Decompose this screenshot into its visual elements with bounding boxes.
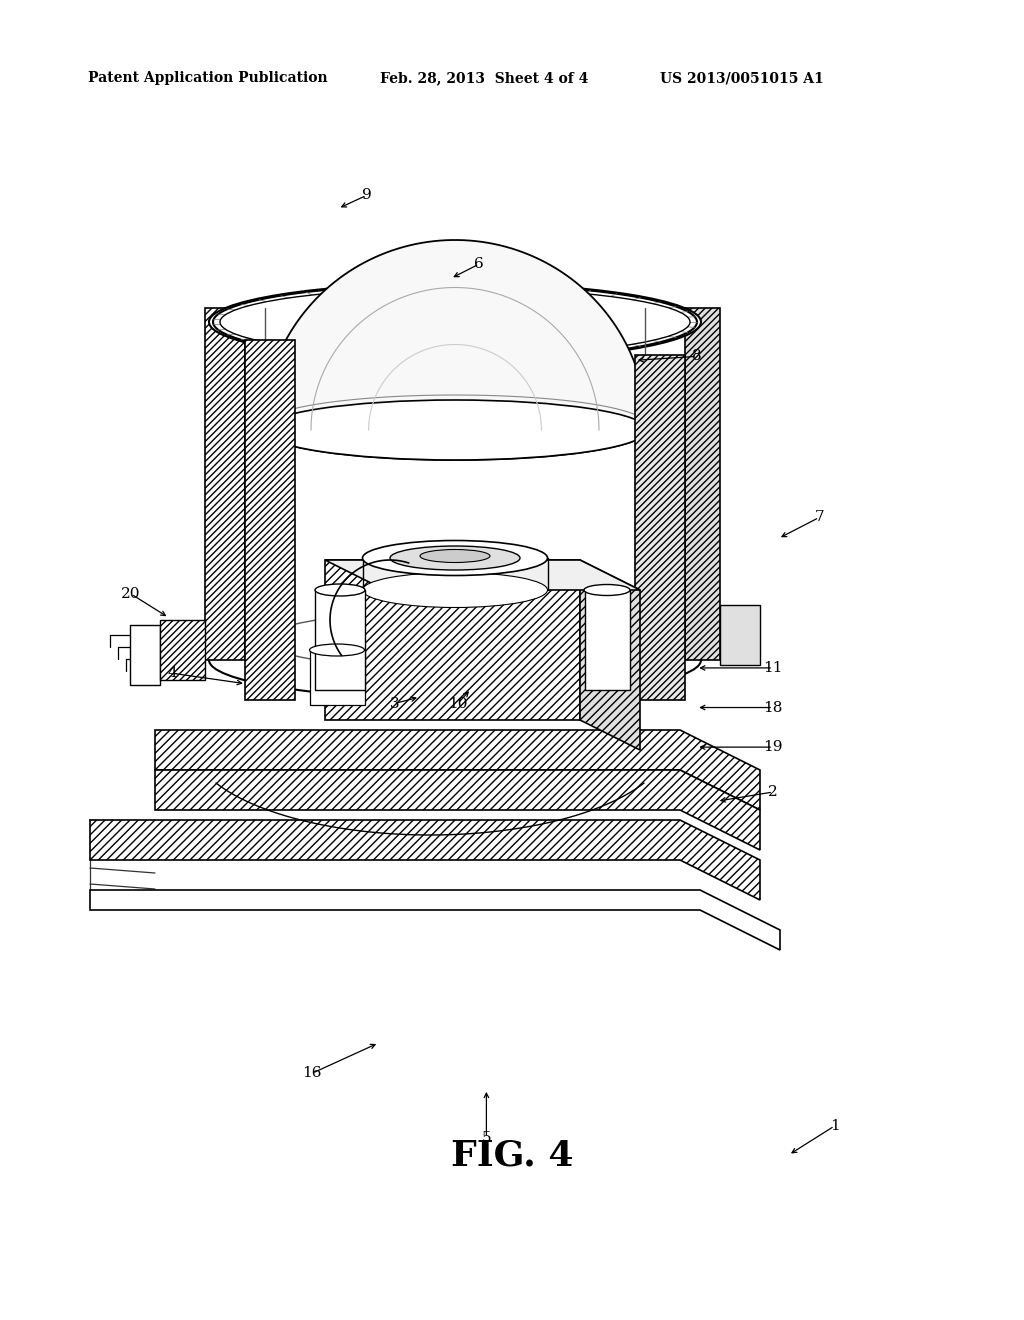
Ellipse shape <box>315 583 365 597</box>
Polygon shape <box>315 590 365 690</box>
Polygon shape <box>245 341 295 700</box>
Polygon shape <box>155 730 760 810</box>
Text: 2: 2 <box>768 785 778 799</box>
Text: 20: 20 <box>121 587 141 601</box>
Text: FIG. 4: FIG. 4 <box>451 1138 573 1172</box>
Ellipse shape <box>315 684 365 696</box>
Ellipse shape <box>362 573 548 607</box>
Polygon shape <box>580 560 640 750</box>
Text: US 2013/0051015 A1: US 2013/0051015 A1 <box>660 71 823 84</box>
Ellipse shape <box>220 288 690 356</box>
Ellipse shape <box>420 549 490 562</box>
Text: 5: 5 <box>481 1131 492 1144</box>
Polygon shape <box>90 890 780 950</box>
Ellipse shape <box>309 644 365 656</box>
Text: 7: 7 <box>814 511 824 524</box>
Ellipse shape <box>362 540 548 576</box>
Text: 10: 10 <box>447 697 468 710</box>
Polygon shape <box>160 620 205 680</box>
Polygon shape <box>685 308 720 660</box>
Text: 6: 6 <box>474 257 484 271</box>
Text: 16: 16 <box>302 1067 323 1080</box>
Ellipse shape <box>209 620 701 700</box>
Text: Patent Application Publication: Patent Application Publication <box>88 71 328 84</box>
Ellipse shape <box>262 400 647 459</box>
Ellipse shape <box>390 546 520 570</box>
Polygon shape <box>325 560 640 590</box>
Polygon shape <box>585 590 630 690</box>
Polygon shape <box>263 240 647 459</box>
Polygon shape <box>90 820 760 900</box>
Text: Feb. 28, 2013  Sheet 4 of 4: Feb. 28, 2013 Sheet 4 of 4 <box>380 71 589 84</box>
Text: 8: 8 <box>691 350 701 363</box>
Text: 9: 9 <box>361 189 372 202</box>
Text: 11: 11 <box>763 661 783 675</box>
Text: 4: 4 <box>167 667 177 680</box>
Polygon shape <box>205 308 245 660</box>
Polygon shape <box>325 560 580 719</box>
Polygon shape <box>310 649 365 705</box>
Text: 1: 1 <box>829 1119 840 1133</box>
Polygon shape <box>155 770 760 850</box>
Text: 3: 3 <box>389 697 399 710</box>
Ellipse shape <box>209 282 701 360</box>
Polygon shape <box>720 605 760 665</box>
Ellipse shape <box>264 611 646 669</box>
Ellipse shape <box>584 585 630 595</box>
Text: 19: 19 <box>763 741 783 754</box>
Polygon shape <box>635 355 685 700</box>
Polygon shape <box>130 624 160 685</box>
Text: 18: 18 <box>764 701 782 714</box>
